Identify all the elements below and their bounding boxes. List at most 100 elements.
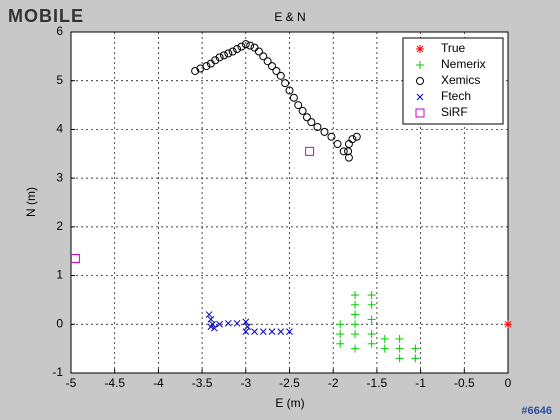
legend-label: Ftech	[441, 89, 471, 103]
marker-stroke	[298, 106, 307, 115]
marker-stroke	[504, 320, 512, 328]
point	[294, 101, 303, 110]
marker-stroke	[207, 316, 215, 323]
point	[367, 339, 376, 348]
point	[246, 41, 255, 50]
point	[233, 45, 242, 54]
x-tick-label: -4	[153, 376, 164, 390]
point	[242, 318, 250, 326]
marker-stroke	[242, 328, 250, 335]
y-tick-label: 5	[56, 73, 63, 87]
plot-border	[70, 31, 509, 374]
marker-stroke	[320, 127, 329, 136]
legend-marker	[416, 61, 424, 69]
marker-stroke	[268, 62, 277, 71]
y-tick-label: 2	[56, 219, 63, 233]
marker-stroke	[233, 319, 241, 327]
point	[286, 328, 293, 335]
marker-stroke	[268, 328, 276, 335]
point	[244, 323, 251, 331]
point	[224, 49, 233, 58]
point	[351, 330, 360, 339]
marker-stroke	[415, 108, 425, 118]
point	[268, 62, 277, 71]
marker-stroke	[207, 323, 215, 331]
point	[277, 328, 285, 335]
marker-stroke	[286, 328, 293, 335]
legend-label: Nemerix	[441, 57, 486, 71]
point	[351, 300, 360, 309]
marker-stroke	[281, 79, 290, 88]
marker-stroke	[259, 52, 268, 61]
marker-stroke	[416, 45, 424, 53]
marker-stroke	[233, 45, 242, 54]
marker-stroke	[202, 62, 211, 71]
marker-stroke	[339, 147, 348, 156]
point	[237, 42, 246, 51]
point	[305, 146, 315, 156]
marker-stroke	[272, 66, 281, 75]
y-tick-label: -1	[52, 365, 63, 379]
marker-stroke	[302, 113, 311, 122]
point	[216, 320, 223, 328]
point	[367, 315, 376, 324]
point	[289, 93, 298, 102]
x-tick-label: -2	[328, 376, 339, 390]
point	[339, 147, 348, 156]
point	[272, 66, 281, 75]
marker-stroke	[244, 323, 251, 331]
point	[228, 47, 237, 56]
point	[276, 71, 285, 80]
x-tick-label: -3	[240, 376, 251, 390]
marker-stroke	[224, 49, 233, 58]
marker-stroke	[344, 153, 353, 162]
marker-stroke	[191, 66, 200, 75]
chart-title: E & N	[274, 10, 305, 24]
marker-stroke	[237, 42, 246, 51]
y-tick-label: 1	[56, 268, 63, 282]
marker-stroke	[205, 311, 213, 318]
marker-stroke	[263, 57, 272, 66]
x-tick-label: -1	[415, 376, 426, 390]
x-tick-label: -1.5	[367, 376, 388, 390]
point	[411, 354, 420, 363]
legend-label: True	[441, 41, 466, 55]
marker-stroke	[70, 254, 80, 264]
point	[241, 40, 250, 49]
legend-label: Xemics	[441, 73, 480, 87]
point	[380, 334, 389, 343]
point	[259, 52, 268, 61]
marker-stroke	[307, 118, 316, 127]
marker-stroke	[333, 140, 342, 149]
legend-label: SiRF	[441, 105, 468, 119]
marker-stroke	[215, 53, 224, 62]
legend-marker	[416, 77, 424, 85]
point	[351, 344, 360, 353]
marker-stroke	[251, 328, 258, 335]
marker-stroke	[242, 318, 250, 326]
point	[504, 320, 512, 329]
y-tick-label: 6	[56, 24, 63, 38]
point	[411, 344, 420, 353]
marker-stroke	[313, 122, 322, 131]
legend-marker	[416, 45, 424, 53]
point	[281, 79, 290, 88]
marker-stroke	[276, 71, 285, 80]
y-axis-label: N (m)	[24, 187, 38, 217]
point	[210, 324, 218, 332]
image-id: #6646	[521, 405, 552, 417]
x-axis-label: E (m)	[275, 396, 304, 410]
point	[233, 319, 241, 327]
point	[380, 344, 389, 353]
point	[285, 86, 294, 95]
point	[302, 113, 311, 122]
point	[307, 118, 316, 127]
marker-stroke	[216, 320, 223, 328]
marker-stroke	[294, 101, 303, 110]
point	[336, 330, 345, 339]
point	[259, 328, 267, 335]
x-tick-label: -4.5	[104, 376, 125, 390]
marker-stroke	[352, 132, 361, 141]
point	[251, 328, 258, 335]
